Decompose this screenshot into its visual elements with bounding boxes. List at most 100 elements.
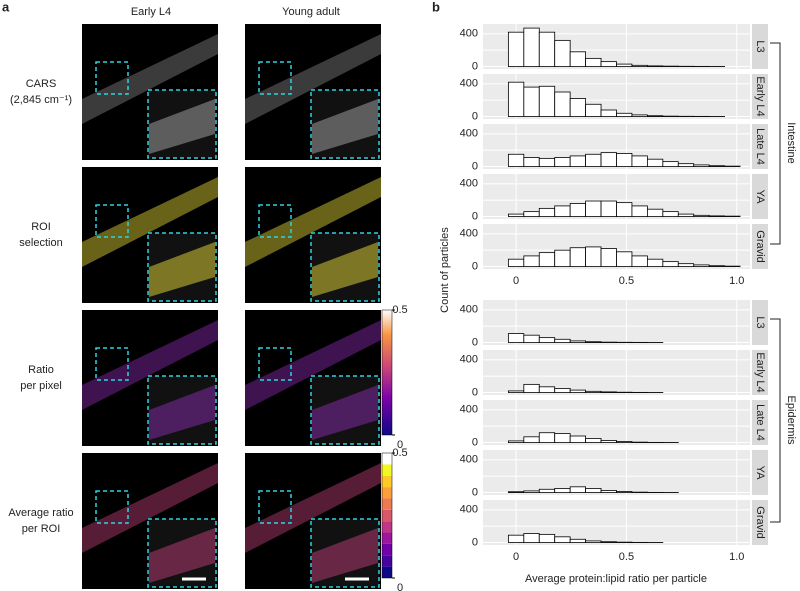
facet-strip bbox=[752, 500, 768, 545]
histogram-bar bbox=[585, 153, 602, 167]
group-label: Epidermis bbox=[785, 396, 797, 445]
worm-band bbox=[82, 177, 218, 267]
histogram-bar bbox=[616, 202, 633, 217]
histogram-bar bbox=[554, 536, 571, 543]
inset-band bbox=[312, 99, 378, 154]
histogram-bar bbox=[662, 161, 679, 167]
histogram-bar bbox=[554, 205, 571, 217]
facet-strip bbox=[752, 224, 768, 269]
facet-strip bbox=[752, 174, 768, 219]
histogram-bar bbox=[616, 251, 633, 267]
histogram-bar bbox=[523, 383, 540, 393]
colorbar-step bbox=[382, 532, 392, 544]
worm-band bbox=[82, 320, 218, 410]
x-tick-label: 0.5 bbox=[619, 551, 634, 563]
worm-band bbox=[245, 320, 381, 410]
x-tick-label: 0 bbox=[513, 275, 519, 287]
histogram-bar bbox=[538, 337, 556, 343]
histogram-bar bbox=[554, 338, 571, 343]
y-tick-label: 0 bbox=[472, 260, 478, 272]
colorbar-step bbox=[382, 566, 392, 578]
histogram-bar bbox=[600, 248, 617, 267]
y-tick-label: 400 bbox=[460, 504, 478, 516]
colorbar bbox=[381, 309, 393, 436]
x-tick-label: 0 bbox=[513, 551, 519, 563]
panel-label: a bbox=[2, 0, 10, 14]
histogram-bar bbox=[569, 486, 587, 493]
worm-band bbox=[82, 463, 218, 553]
histogram-bar bbox=[708, 215, 726, 217]
histogram-bar bbox=[600, 541, 617, 543]
y-tick-label: 0 bbox=[472, 386, 478, 398]
roi-box bbox=[95, 204, 129, 238]
roi-box bbox=[258, 61, 292, 95]
histogram-bar bbox=[631, 64, 648, 67]
histogram-bar bbox=[585, 200, 602, 217]
roi-box bbox=[258, 347, 292, 381]
group-label: Intestine bbox=[785, 122, 797, 164]
facet-label: Late L4 bbox=[754, 128, 766, 165]
y-axis-label: Count of particles bbox=[439, 227, 451, 313]
facet-label: YA bbox=[754, 466, 766, 481]
column-label: Young adult bbox=[282, 6, 340, 18]
y-tick-label: 400 bbox=[460, 228, 478, 240]
histogram-bar bbox=[507, 440, 525, 443]
histogram-bar bbox=[507, 31, 525, 67]
histogram-bar bbox=[646, 208, 664, 217]
histogram-bar bbox=[554, 249, 571, 267]
colorbar-tick-label: 0.5 bbox=[392, 304, 407, 316]
colorbar-tick-label: 0 bbox=[397, 582, 403, 591]
row-label: selection bbox=[19, 237, 62, 249]
worm-band bbox=[245, 34, 381, 124]
y-tick-label: 400 bbox=[460, 28, 478, 40]
panel-background bbox=[483, 450, 750, 495]
histogram-bar bbox=[631, 205, 648, 217]
y-tick-label: 0 bbox=[472, 210, 478, 222]
y-tick-label: 0 bbox=[472, 110, 478, 122]
histogram-bar bbox=[569, 389, 587, 393]
histogram-bar bbox=[585, 540, 602, 543]
histogram-bar bbox=[616, 63, 633, 67]
histogram-bar bbox=[507, 333, 525, 343]
column-label: Early L4 bbox=[131, 6, 171, 18]
histogram-bar bbox=[507, 534, 525, 543]
facet-strip bbox=[752, 300, 768, 345]
histogram-bar bbox=[523, 86, 540, 117]
histogram-bar bbox=[523, 255, 540, 267]
histogram-bar bbox=[538, 31, 556, 67]
facet-label: Early L4 bbox=[754, 76, 766, 116]
inset-band bbox=[312, 385, 378, 440]
colorbar-step bbox=[382, 555, 392, 567]
y-tick-label: 400 bbox=[460, 454, 478, 466]
histogram-bar bbox=[523, 490, 540, 493]
panel-label: b bbox=[432, 0, 440, 14]
y-tick-label: 0 bbox=[472, 486, 478, 498]
facet-label: Early L4 bbox=[754, 352, 766, 392]
facet-label: Gravid bbox=[754, 230, 766, 262]
histogram-bar bbox=[507, 390, 525, 393]
histogram-bar bbox=[554, 488, 571, 493]
histogram-bar bbox=[569, 98, 587, 117]
histogram-bar bbox=[646, 258, 664, 267]
histogram-bar bbox=[554, 91, 571, 117]
histogram-bar bbox=[507, 153, 525, 167]
y-tick-label: 400 bbox=[460, 304, 478, 316]
histogram-bar bbox=[554, 157, 571, 167]
histogram-bar bbox=[646, 65, 664, 67]
colorbar-step bbox=[382, 487, 392, 499]
histogram-bar bbox=[538, 85, 556, 117]
worm-band bbox=[82, 34, 218, 124]
histogram-bar bbox=[585, 488, 602, 493]
x-tick-label: 1.0 bbox=[729, 275, 744, 287]
y-tick-label: 400 bbox=[460, 78, 478, 90]
colorbar-step bbox=[382, 498, 392, 510]
histogram-bar bbox=[616, 491, 633, 493]
facet-label: L3 bbox=[754, 40, 766, 52]
histogram-bar bbox=[600, 200, 617, 217]
histogram-bar bbox=[662, 261, 679, 267]
colorbar-step bbox=[382, 475, 392, 488]
row-label: CARS bbox=[26, 78, 57, 90]
histogram-bar bbox=[693, 214, 710, 217]
y-tick-label: 0 bbox=[472, 60, 478, 72]
row-label: per pixel bbox=[20, 380, 62, 392]
